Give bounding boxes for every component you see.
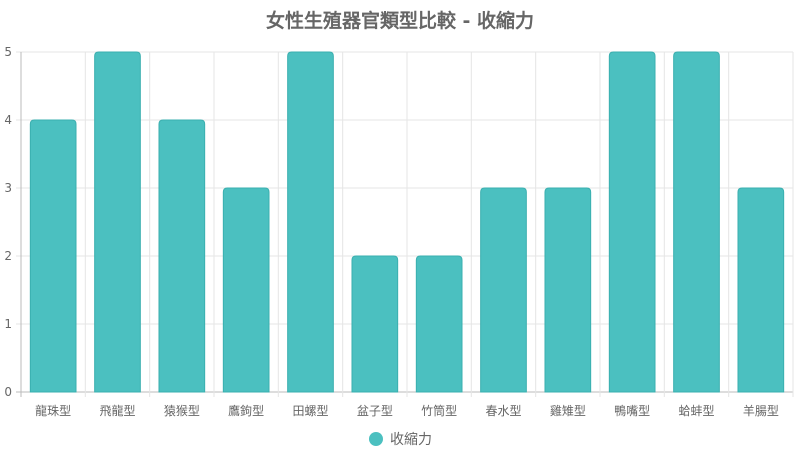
- bar[interactable]: [158, 119, 206, 393]
- bar[interactable]: [351, 255, 399, 393]
- x-tick-label: 盆子型: [357, 404, 393, 418]
- bar[interactable]: [544, 187, 592, 393]
- y-tick-label: 4: [4, 113, 12, 127]
- legend[interactable]: 收縮力: [369, 432, 432, 448]
- bar[interactable]: [737, 187, 785, 393]
- x-tick-label: 猿猴型: [164, 403, 200, 418]
- x-tick-label: 雞雉型: [550, 404, 586, 418]
- y-tick-label: 0: [4, 385, 12, 399]
- bar[interactable]: [222, 187, 270, 393]
- x-tick-label: 田螺型: [292, 404, 328, 418]
- x-axis-ticks: 龍珠型 飛龍型 猿猴型 鷹鉤型 田螺型 盆子型 竹筒型 春水型 雞雉型 鴨嘴型 蛤蚌型 羊腸型: [35, 403, 779, 418]
- legend-label[interactable]: 收縮力: [390, 432, 432, 448]
- x-tick-label: 龍珠型: [35, 403, 71, 418]
- chart-title: 女性生殖器官類型比較 - 收縮力: [266, 9, 534, 32]
- legend-swatch[interactable]: [369, 432, 383, 446]
- y-tick-label: 5: [4, 45, 12, 59]
- bar[interactable]: [608, 51, 656, 393]
- y-tick-label: 2: [4, 249, 12, 263]
- bars: [29, 51, 785, 393]
- bar[interactable]: [480, 187, 527, 393]
- bar[interactable]: [287, 51, 334, 393]
- bar[interactable]: [673, 51, 720, 393]
- bar[interactable]: [94, 51, 141, 393]
- x-tick-label: 鴨嘴型: [614, 404, 650, 418]
- y-tick-label: 1: [4, 317, 12, 331]
- x-tick-label: 蛤蚌型: [678, 404, 714, 418]
- x-tick-label: 春水型: [485, 404, 521, 418]
- x-tick-label: 飛龍型: [99, 403, 135, 418]
- x-tick-label: 羊腸型: [743, 403, 779, 418]
- bar[interactable]: [415, 255, 463, 393]
- y-axis-ticks: 0 1 2 3 4 5: [4, 45, 12, 399]
- x-tick-label: 竹筒型: [421, 403, 457, 418]
- x-tick-label: 鷹鉤型: [228, 403, 264, 418]
- bar[interactable]: [29, 119, 77, 393]
- grid-lines: [16, 51, 794, 397]
- y-tick-label: 3: [4, 181, 12, 195]
